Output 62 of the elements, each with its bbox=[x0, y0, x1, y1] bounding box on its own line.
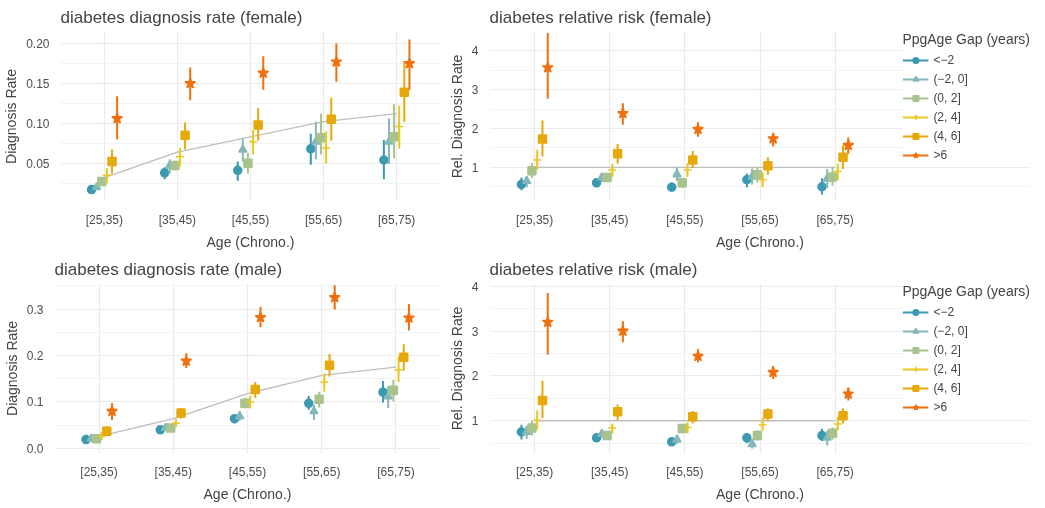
x-tick-label: [55,65) bbox=[303, 464, 341, 479]
y-tick-label: 0.10 bbox=[26, 116, 50, 131]
x-tick-label: [55,65) bbox=[304, 212, 343, 227]
legend-label: (4, 6] bbox=[933, 129, 961, 143]
legend-label: >6 bbox=[933, 400, 949, 414]
y-tick-label: 0.1 bbox=[26, 395, 44, 410]
y-tick-label: 1 bbox=[471, 160, 479, 175]
legend-label: <−2 bbox=[933, 53, 955, 67]
x-tick-label: [25,35) bbox=[515, 212, 554, 227]
y-axis-title: Rel. Diagnosis Rate bbox=[448, 54, 465, 179]
x-tick-label: [65,75) bbox=[816, 464, 854, 479]
chart-title: diabetes relative risk (female) bbox=[489, 7, 712, 27]
legend-label: (0, 2] bbox=[933, 343, 961, 357]
y-tick-label: 2 bbox=[471, 122, 479, 137]
legend-label: (−2, 0] bbox=[933, 72, 968, 86]
x-tick-label: [55,65) bbox=[741, 212, 779, 227]
x-tick-label: [35,45) bbox=[591, 212, 629, 227]
x-axis-title: Age (Chrono.) bbox=[716, 485, 804, 502]
chart-title: diabetes diagnosis rate (female) bbox=[60, 7, 303, 27]
legend-label: (2, 4] bbox=[933, 110, 961, 124]
legend-label: <−2 bbox=[933, 305, 955, 319]
y-tick-label: 0.0 bbox=[26, 441, 44, 456]
x-tick-label: [25,35) bbox=[80, 464, 118, 479]
legend-title: PpgAge Gap (years) bbox=[902, 283, 1030, 299]
x-tick-label: [45,55) bbox=[231, 212, 270, 227]
y-axis-title: Diagnosis Rate bbox=[3, 68, 20, 164]
y-axis-title: Rel. Diagnosis Rate bbox=[448, 306, 465, 431]
legend-label: (0, 2] bbox=[933, 91, 961, 105]
x-axis-title: Age (Chrono.) bbox=[203, 485, 292, 502]
x-tick-label: [35,45) bbox=[154, 464, 192, 479]
legend-label: >6 bbox=[933, 148, 949, 162]
legend-label: (4, 6] bbox=[933, 381, 961, 395]
y-tick-label: 1 bbox=[471, 414, 479, 429]
y-tick-label: 0.3 bbox=[26, 302, 44, 317]
x-tick-label: [45,55) bbox=[666, 212, 704, 227]
legend-label: (−2, 0] bbox=[933, 324, 968, 338]
x-tick-label: [65,75) bbox=[377, 464, 415, 479]
chart-title: diabetes diagnosis rate (male) bbox=[54, 259, 283, 279]
x-tick-label: [35,45) bbox=[158, 212, 197, 227]
x-tick-label: [25,35) bbox=[85, 212, 124, 227]
y-tick-label: 3 bbox=[471, 83, 479, 98]
x-tick-label: [45,55) bbox=[228, 464, 267, 479]
y-tick-label: 0.2 bbox=[26, 348, 44, 363]
y-tick-label: 2 bbox=[471, 369, 479, 384]
x-tick-label: [45,55) bbox=[666, 464, 704, 479]
y-tick-label: 4 bbox=[471, 279, 479, 294]
y-tick-label: 3 bbox=[471, 324, 479, 339]
legend-label: (2, 4] bbox=[933, 362, 961, 376]
x-tick-label: [55,65) bbox=[741, 464, 779, 479]
y-tick-label: 4 bbox=[471, 44, 479, 59]
x-tick-label: [25,35) bbox=[515, 464, 554, 479]
x-axis-title: Age (Chrono.) bbox=[716, 233, 804, 250]
x-tick-label: [65,75) bbox=[816, 212, 854, 227]
y-tick-label: 0.20 bbox=[26, 36, 50, 51]
y-axis-title: Diagnosis Rate bbox=[3, 320, 20, 416]
y-tick-label: 0.15 bbox=[26, 76, 50, 91]
chart-title: diabetes relative risk (male) bbox=[489, 259, 698, 279]
x-tick-label: [35,45) bbox=[591, 464, 629, 479]
legend-title: PpgAge Gap (years) bbox=[902, 31, 1030, 47]
x-axis-title: Age (Chrono.) bbox=[206, 233, 295, 250]
x-tick-label: [65,75) bbox=[377, 212, 416, 227]
y-tick-label: 0.05 bbox=[26, 156, 50, 171]
